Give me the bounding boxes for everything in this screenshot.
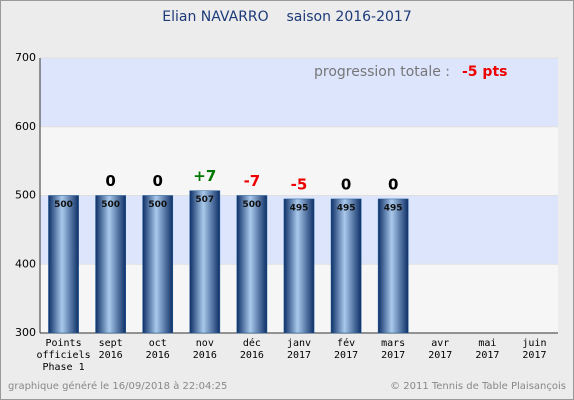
value-label: 500 [54, 200, 73, 210]
value-label: 500 [101, 200, 120, 210]
plot-band [40, 58, 558, 127]
value-label: 495 [384, 203, 403, 213]
change-label: 0 [341, 175, 351, 193]
bar [189, 190, 221, 334]
annotation: progression totale : [314, 64, 450, 80]
bar [48, 195, 79, 334]
bar [330, 198, 362, 334]
bar [377, 198, 409, 334]
chart-title: Elian NAVARRO saison 2016-2017 [162, 9, 411, 25]
x-tick-label: nov 2016 [192, 338, 217, 361]
value-label: 495 [290, 203, 309, 213]
footer-right: © 2011 Tennis de Table Plaisançois [390, 381, 566, 392]
x-tick-label: mars 2017 [381, 338, 406, 361]
change-label: -5 [291, 175, 308, 193]
x-tick-label: juin 2017 [522, 338, 547, 361]
x-tick-label: déc 2016 [239, 338, 264, 361]
plot-band [40, 126, 558, 196]
y-tick-label: 300 [15, 326, 36, 339]
change-label: +7 [193, 167, 216, 185]
y-tick-label: 400 [15, 257, 36, 270]
annotation-value: -5 pts [462, 64, 507, 80]
bar [236, 195, 268, 334]
x-tick-label: fév 2017 [334, 338, 359, 361]
y-tick-label: 600 [15, 120, 36, 133]
x-tick-label: sept 2016 [98, 338, 123, 361]
value-label: 495 [337, 203, 356, 213]
x-tick-label: avr 2017 [428, 338, 453, 361]
value-label: 500 [148, 200, 167, 210]
bar [95, 195, 126, 334]
change-label: -7 [244, 172, 261, 190]
footer-left: graphique généré le 16/09/2018 à 22:04:2… [8, 380, 227, 392]
y-tick-label: 500 [15, 189, 36, 202]
x-tick-label: Points officiels Phase 1 [36, 338, 91, 373]
change-label: 0 [105, 172, 115, 190]
change-label: 0 [388, 175, 398, 193]
x-tick-label: janv 2017 [286, 338, 312, 361]
x-tick-label: mai 2017 [475, 338, 500, 361]
change-label: 0 [153, 172, 163, 190]
x-tick-label: oct 2016 [145, 338, 170, 361]
bar [142, 195, 174, 334]
value-label: 507 [195, 195, 214, 205]
y-tick-label: 700 [15, 51, 36, 64]
value-label: 500 [243, 200, 262, 210]
bar [283, 198, 315, 334]
